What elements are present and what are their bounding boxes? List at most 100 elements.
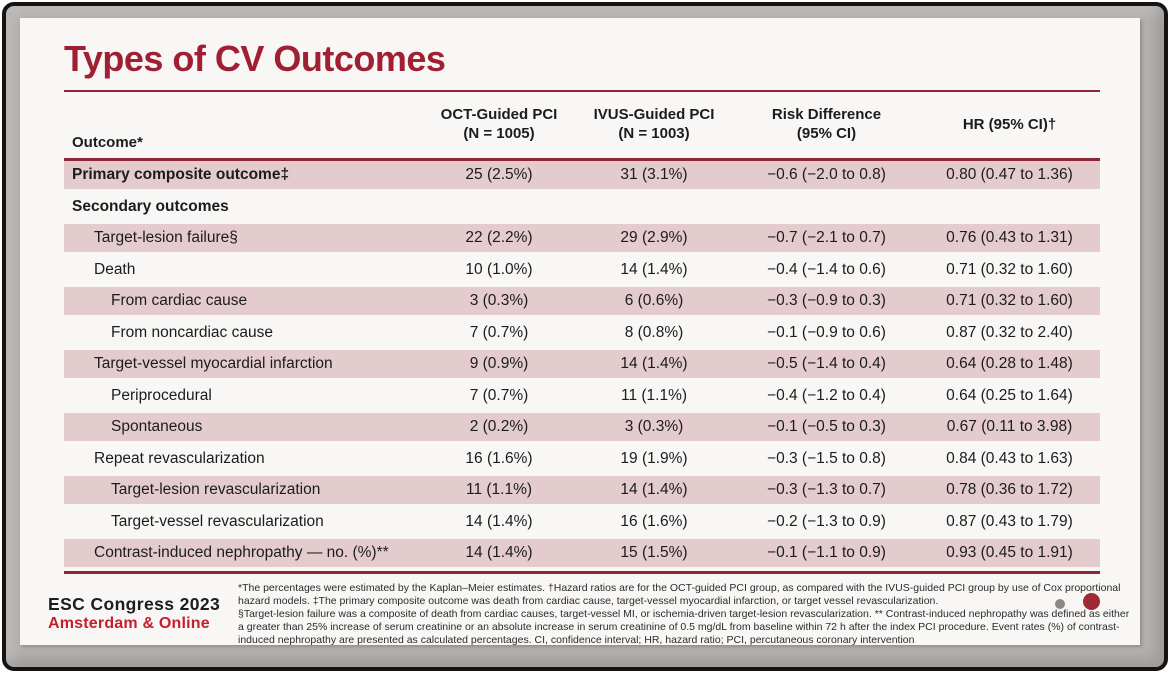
cell-hazard_ratio: 0.76 (0.43 to 1.31): [946, 229, 1073, 246]
page-title: Types of CV Outcomes: [64, 38, 446, 79]
cell-risk_difference: −0.2 (−1.3 to 0.9): [767, 512, 886, 530]
congress-name: ESC Congress 2023: [48, 593, 221, 614]
cell-ivus: 29 (2.9%): [620, 229, 688, 246]
cell-hazard_ratio: 0.71 (0.32 to 1.60): [946, 292, 1073, 309]
outcome-label: Target-vessel myocardial infarction: [94, 355, 333, 372]
cell-hazard_ratio: 0.71 (0.32 to 1.60): [946, 260, 1073, 278]
footnote-paragraph-1: *The percentages were estimated by the K…: [238, 581, 1121, 607]
cell-oct: 22 (2.2%): [465, 229, 533, 246]
cell-risk_difference: −0.3 (−0.9 to 0.3): [767, 292, 886, 309]
cell-oct: 9 (0.9%): [469, 355, 529, 372]
column-header-oct-line1: OCT-Guided PCI: [440, 106, 558, 124]
pointer-dot-gray: [1055, 599, 1065, 609]
cell-oct: 7 (0.7%): [469, 323, 529, 341]
cell-risk_difference: −0.1 (−1.1 to 0.9): [767, 544, 886, 561]
table-row: Target-lesion failure§ 22 (2.2%) 29 (2.9%)…: [64, 224, 1100, 252]
column-header-ivus-line1: IVUS-Guided PCI: [593, 106, 715, 124]
cell-ivus: 15 (1.5%): [620, 544, 688, 561]
cell-risk_difference: −0.4 (−1.4 to 0.6): [767, 260, 886, 278]
outcomes-table-body: Primary composite outcome‡ 25 (2.5%) 31 (3…: [64, 161, 1100, 567]
column-header-hazard-ratio: HR (95% CI)†: [962, 115, 1057, 133]
table-row: Target-vessel myocardial infarction 9 (0.…: [64, 350, 1100, 378]
presentation-slide: Types of CV Outcomes Outcome* OCT-Guided…: [20, 18, 1140, 645]
cell-hazard_ratio: 0.64 (0.25 to 1.64): [946, 386, 1073, 404]
table-row: Target-lesion revascularization 11 (1.1%)…: [64, 476, 1100, 504]
cell-risk_difference: −0.6 (−2.0 to 0.8): [767, 166, 886, 183]
column-header-risk-line1: Risk Difference: [771, 106, 882, 124]
cell-oct: 16 (1.6%): [465, 449, 533, 467]
cell-hazard_ratio: 0.87 (0.32 to 2.40): [946, 323, 1073, 341]
cell-ivus: 19 (1.9%): [620, 449, 688, 467]
cell-hazard_ratio: 0.78 (0.36 to 1.72): [946, 481, 1073, 498]
outcome-label: Death: [94, 260, 136, 278]
column-header-risk-line2: (95% CI): [796, 125, 857, 142]
slide-content: Types of CV Outcomes Outcome* OCT-Guided…: [20, 18, 1140, 574]
footnote-paragraph-2: §Target-lesion failure was a composite o…: [238, 607, 1130, 646]
outcome-label: Primary composite outcome‡: [72, 166, 290, 183]
column-header-ivus-line2: (N = 1003): [618, 125, 690, 142]
cell-ivus: 14 (1.4%): [620, 481, 688, 498]
column-header-outcome: Outcome*: [72, 134, 143, 152]
cell-hazard_ratio: 0.67 (0.11 to 3.98): [946, 418, 1073, 435]
slide-footer: ESC Congress 2023 Amsterdam & Online *Th…: [20, 574, 1140, 646]
table-row: Periprocedural 7 (0.7%) 11 (1.1%) −0.4 (−1.…: [64, 382, 1100, 410]
table-row: From noncardiac cause 7 (0.7%) 8 (0.8%) −0.…: [64, 319, 1100, 347]
column-header-oct-line2: (N = 1005): [463, 125, 535, 142]
outcome-label: Target-lesion failure§: [94, 229, 238, 246]
cell-ivus: 8 (0.8%): [624, 323, 684, 341]
outcome-label: From cardiac cause: [111, 292, 248, 309]
table-row: Target-vessel revascularization 14 (1.4%)…: [64, 508, 1100, 536]
outcomes-table-header: Outcome* OCT-Guided PCI (N = 1005) IVUS-…: [64, 92, 1100, 158]
cell-ivus: 6 (0.6%): [624, 292, 684, 309]
cell-risk_difference: −0.3 (−1.5 to 0.8): [767, 449, 886, 467]
cell-ivus: 31 (3.1%): [620, 166, 688, 183]
cell-oct: 7 (0.7%): [469, 386, 529, 404]
cell-oct: 11 (1.1%): [465, 481, 533, 498]
outcome-label: Contrast-induced nephropathy — no. (%)**: [94, 544, 389, 561]
table-row: Death 10 (1.0%) 14 (1.4%) −0.4 (−1.4 to 0.6…: [64, 256, 1100, 284]
footnotes: *The percentages were estimated by the K…: [238, 580, 1134, 646]
table-row: From cardiac cause 3 (0.3%) 6 (0.6%) −0.3 (…: [64, 287, 1100, 315]
outcome-label: Repeat revascularization: [94, 449, 265, 467]
column-header-oct: OCT-Guided PCI (N = 1005): [424, 106, 574, 144]
cell-oct: 25 (2.5%): [465, 166, 533, 183]
table-row: Spontaneous 2 (0.2%) 3 (0.3%) −0.1 (−0.5 to…: [64, 413, 1100, 441]
outcome-label: From noncardiac cause: [111, 323, 273, 341]
cell-hazard_ratio: 0.87 (0.43 to 1.79): [946, 512, 1073, 530]
pointer-dot-red: [1083, 593, 1100, 610]
cell-ivus: 16 (1.6%): [620, 512, 688, 530]
outcome-label: Target-vessel revascularization: [111, 512, 324, 530]
table-row: Primary composite outcome‡ 25 (2.5%) 31 (3…: [64, 161, 1100, 189]
esc-congress-logo: ESC Congress 2023 Amsterdam & Online: [48, 594, 238, 633]
outcome-label: Spontaneous: [111, 418, 203, 435]
cell-oct: 2 (0.2%): [469, 418, 529, 435]
table-row: Secondary outcomes: [64, 193, 1100, 221]
cell-risk_difference: −0.7 (−2.1 to 0.7): [767, 229, 886, 246]
table-row: Contrast-induced nephropathy — no. (%)**…: [64, 539, 1100, 567]
cell-oct: 14 (1.4%): [465, 544, 533, 561]
cell-risk_difference: −0.1 (−0.9 to 0.6): [767, 323, 886, 341]
cell-oct: 3 (0.3%): [469, 292, 529, 309]
congress-location: Amsterdam & Online: [48, 614, 210, 632]
cell-hazard_ratio: 0.64 (0.28 to 1.48): [946, 355, 1073, 372]
cell-oct: 10 (1.0%): [465, 260, 533, 278]
cell-ivus: 14 (1.4%): [620, 260, 688, 278]
column-header-risk-difference: Risk Difference (95% CI): [734, 106, 919, 144]
cell-hazard_ratio: 0.80 (0.47 to 1.36): [946, 166, 1073, 183]
cell-hazard_ratio: 0.93 (0.45 to 1.91): [946, 544, 1073, 561]
cell-risk_difference: −0.5 (−1.4 to 0.4): [767, 355, 886, 372]
table-row: Repeat revascularization 16 (1.6%) 19 (1.9…: [64, 445, 1100, 473]
outcome-label: Secondary outcomes: [72, 197, 229, 215]
cell-risk_difference: −0.4 (−1.2 to 0.4): [767, 386, 886, 404]
outcome-label: Target-lesion revascularization: [111, 481, 321, 498]
cell-oct: 14 (1.4%): [465, 512, 533, 530]
column-header-ivus: IVUS-Guided PCI (N = 1003): [574, 106, 734, 144]
title-divider: [64, 90, 1100, 92]
cell-hazard_ratio: 0.84 (0.43 to 1.63): [946, 449, 1073, 467]
cell-risk_difference: −0.1 (−0.5 to 0.3): [767, 418, 886, 435]
table-header-divider: [64, 158, 1100, 161]
cell-ivus: 3 (0.3%): [624, 418, 684, 435]
outcome-label: Periprocedural: [111, 386, 212, 404]
table-bottom-divider: [64, 570, 1100, 574]
